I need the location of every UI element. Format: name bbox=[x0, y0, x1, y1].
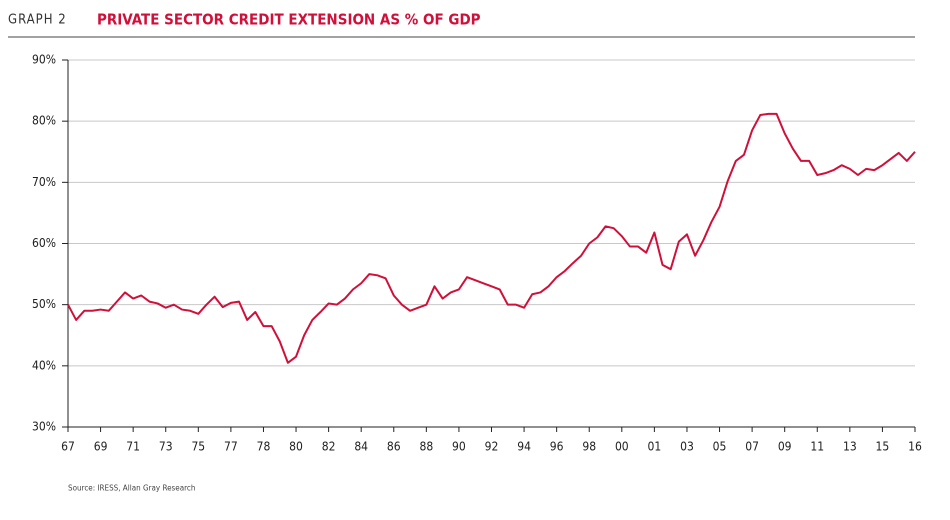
x-tick-label: 00 bbox=[615, 440, 629, 454]
x-tick-label: 69 bbox=[94, 440, 108, 454]
x-tick-label: 13 bbox=[843, 440, 857, 454]
y-tick-label: 40% bbox=[32, 358, 56, 372]
x-tick-label: 07 bbox=[745, 440, 759, 454]
y-tick-label: 60% bbox=[32, 236, 56, 250]
y-tick-label: 70% bbox=[32, 175, 56, 189]
x-tick-label: 05 bbox=[713, 440, 727, 454]
x-tick-label: 71 bbox=[126, 440, 140, 454]
x-tick-label: 01 bbox=[648, 440, 662, 454]
x-tick-label: 73 bbox=[159, 440, 173, 454]
data-line bbox=[67, 112, 916, 364]
x-tick-label: 09 bbox=[778, 440, 792, 454]
chart-title: PRIVATE SECTOR CREDIT EXTENSION AS % OF … bbox=[97, 11, 481, 29]
graph-label: GRAPH 2 bbox=[8, 13, 67, 28]
x-tick-label: 16 bbox=[908, 440, 922, 454]
x-tick-label: 88 bbox=[419, 440, 433, 454]
x-tick-label: 98 bbox=[582, 440, 596, 454]
x-tick-label: 80 bbox=[289, 440, 303, 454]
x-tick-label: 92 bbox=[485, 440, 499, 454]
x-tick-label: 78 bbox=[257, 440, 271, 454]
source-note: Source: IRESS, Allan Gray Research bbox=[68, 484, 195, 493]
y-tick-label: 50% bbox=[32, 297, 56, 311]
x-tick-label: 82 bbox=[322, 440, 336, 454]
x-tick-label: 90 bbox=[452, 440, 466, 454]
y-tick-label: 80% bbox=[32, 114, 56, 128]
x-tick-label: 86 bbox=[387, 440, 401, 454]
y-tick-label: 30% bbox=[32, 420, 56, 434]
x-tick-label: 67 bbox=[61, 440, 75, 454]
x-tick-label: 03 bbox=[680, 440, 694, 454]
x-tick-label: 84 bbox=[354, 440, 368, 454]
x-tick-label: 75 bbox=[191, 440, 205, 454]
x-tick-label: 15 bbox=[876, 440, 890, 454]
x-tick-label: 11 bbox=[810, 440, 824, 454]
x-tick-label: 77 bbox=[224, 440, 238, 454]
x-tick-label: 96 bbox=[550, 440, 564, 454]
x-tick-label: 94 bbox=[517, 440, 531, 454]
y-tick-label: 90% bbox=[32, 53, 56, 67]
